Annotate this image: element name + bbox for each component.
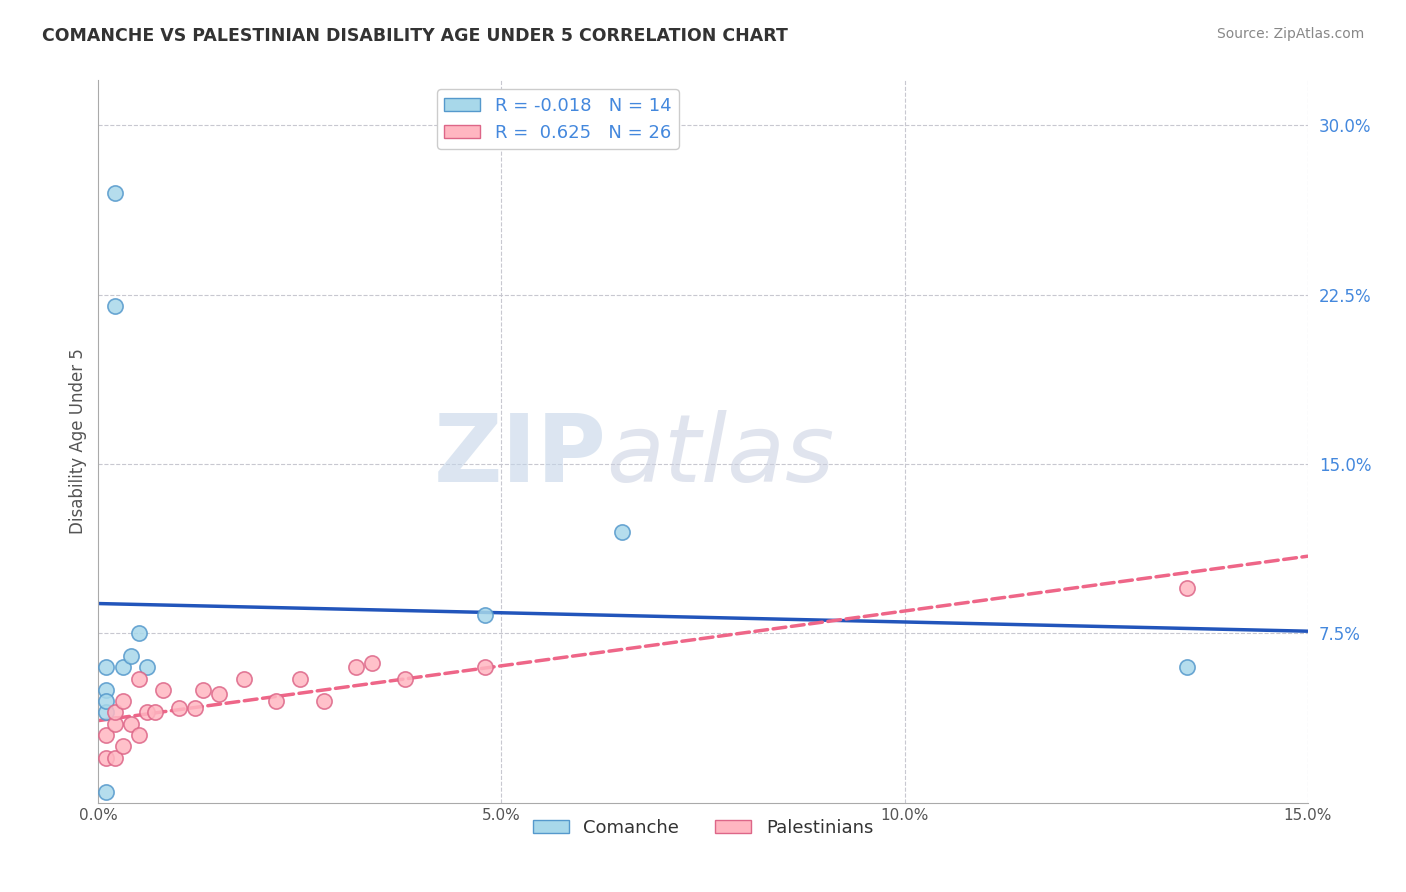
Point	[474, 608, 496, 623]
Point	[184, 701, 207, 715]
Point	[143, 706, 166, 720]
Point	[128, 672, 150, 686]
Point	[612, 524, 634, 539]
Point	[128, 728, 150, 742]
Point	[344, 660, 367, 674]
Point	[96, 784, 118, 798]
Point	[103, 716, 125, 731]
Point	[103, 299, 125, 313]
Point	[135, 660, 157, 674]
Point	[120, 648, 142, 663]
Point	[135, 706, 157, 720]
Point	[111, 660, 134, 674]
Point	[167, 701, 190, 715]
Point	[208, 687, 231, 701]
Point	[103, 750, 125, 764]
Point	[1175, 660, 1198, 674]
Point	[193, 682, 215, 697]
Point	[288, 672, 311, 686]
Point	[394, 672, 416, 686]
Point	[96, 694, 118, 708]
Text: ZIP: ZIP	[433, 410, 606, 502]
Text: Source: ZipAtlas.com: Source: ZipAtlas.com	[1216, 27, 1364, 41]
Point	[120, 716, 142, 731]
Point	[152, 682, 174, 697]
Point	[314, 694, 336, 708]
Point	[103, 186, 125, 201]
Point	[128, 626, 150, 640]
Point	[96, 682, 118, 697]
Legend: Comanche, Palestinians: Comanche, Palestinians	[526, 812, 880, 845]
Text: atlas: atlas	[606, 410, 835, 501]
Point	[96, 750, 118, 764]
Point	[361, 656, 384, 670]
Y-axis label: Disability Age Under 5: Disability Age Under 5	[69, 349, 87, 534]
Point	[103, 706, 125, 720]
Point	[111, 694, 134, 708]
Point	[264, 694, 287, 708]
Point	[232, 672, 254, 686]
Point	[96, 660, 118, 674]
Text: COMANCHE VS PALESTINIAN DISABILITY AGE UNDER 5 CORRELATION CHART: COMANCHE VS PALESTINIAN DISABILITY AGE U…	[42, 27, 787, 45]
Point	[111, 739, 134, 754]
Point	[474, 660, 496, 674]
Point	[1175, 582, 1198, 596]
Point	[96, 706, 118, 720]
Point	[96, 728, 118, 742]
